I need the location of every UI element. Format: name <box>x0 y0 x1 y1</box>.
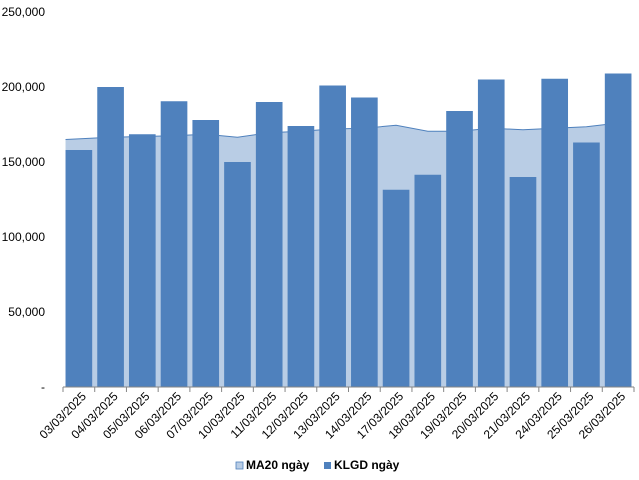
bar-klgd <box>541 78 569 387</box>
legend-label: MA20 ngày <box>246 458 310 472</box>
bar-klgd <box>509 177 537 387</box>
bar-klgd <box>287 126 315 387</box>
bar-klgd <box>477 79 505 387</box>
y-tick-label: 200,000 <box>2 80 46 94</box>
bar-klgd <box>160 101 188 387</box>
bar-klgd <box>414 174 442 387</box>
bar-klgd <box>65 150 93 387</box>
y-tick-label: 250,000 <box>2 5 46 19</box>
y-tick-label: 100,000 <box>2 230 46 244</box>
legend-swatch <box>235 461 244 470</box>
bar-klgd <box>604 73 632 387</box>
y-tick-label: - <box>41 380 45 394</box>
bar-klgd <box>255 102 283 387</box>
bar-klgd <box>97 87 124 387</box>
bar-klgd <box>224 162 251 387</box>
bar-klgd <box>351 97 378 387</box>
klgd-bar-layer <box>65 73 632 387</box>
legend-label: KLGD ngày <box>334 458 400 472</box>
bar-klgd <box>573 142 600 387</box>
bar-klgd <box>382 189 410 387</box>
bar-klgd <box>192 120 220 387</box>
y-tick-label: 150,000 <box>2 155 46 169</box>
y-tick-label: 50,000 <box>8 305 45 319</box>
bar-klgd <box>128 134 156 387</box>
bar-klgd <box>319 85 346 387</box>
legend: MA20 ngày KLGD ngày <box>235 458 400 472</box>
bar-klgd <box>446 111 473 387</box>
legend-swatch <box>324 462 331 469</box>
